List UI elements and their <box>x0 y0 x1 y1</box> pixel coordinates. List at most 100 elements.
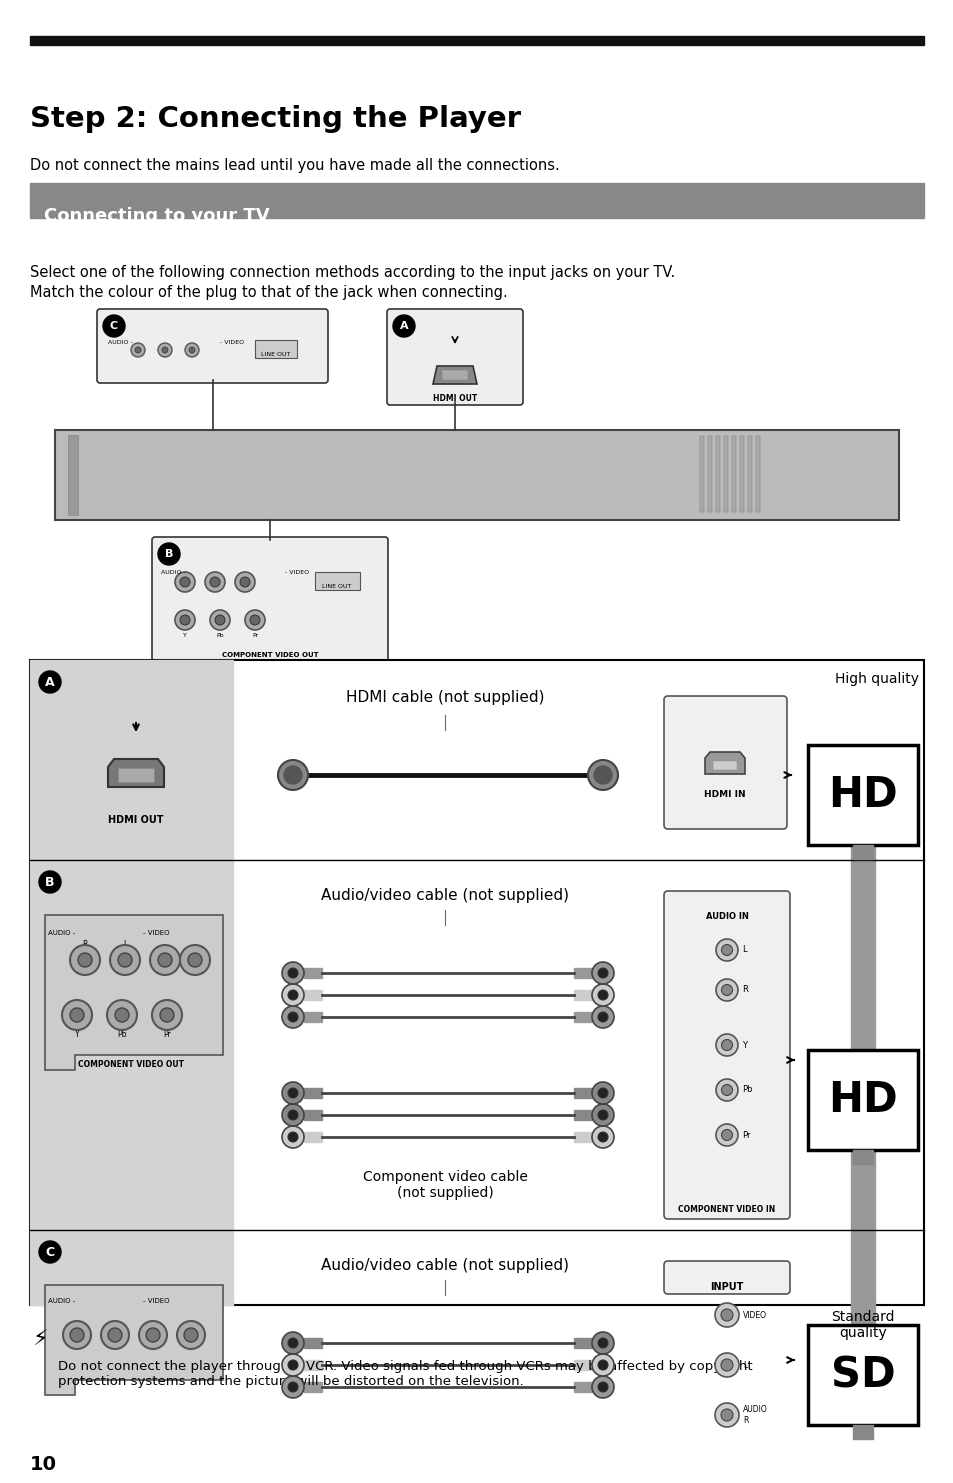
Text: - VIDEO: - VIDEO <box>143 1298 170 1304</box>
Circle shape <box>70 1008 84 1022</box>
Bar <box>807 744 917 845</box>
Circle shape <box>39 1241 61 1264</box>
Text: HDMI IN: HDMI IN <box>703 790 745 799</box>
Bar <box>304 1011 322 1022</box>
Circle shape <box>598 1360 607 1370</box>
Circle shape <box>720 1084 732 1096</box>
Circle shape <box>288 1382 297 1393</box>
Circle shape <box>720 945 732 955</box>
Circle shape <box>152 1000 182 1031</box>
Circle shape <box>39 871 61 893</box>
Circle shape <box>288 1132 297 1142</box>
FancyBboxPatch shape <box>152 537 388 661</box>
Text: Standard
quality: Standard quality <box>830 1309 894 1341</box>
Text: Audio/video cable (not supplied): Audio/video cable (not supplied) <box>320 888 568 903</box>
Bar <box>574 1089 592 1097</box>
Circle shape <box>720 1409 732 1421</box>
Bar <box>304 1382 322 1393</box>
FancyBboxPatch shape <box>97 308 328 383</box>
Circle shape <box>160 1008 173 1022</box>
Circle shape <box>598 1011 607 1022</box>
Circle shape <box>587 759 618 790</box>
Circle shape <box>720 985 732 995</box>
Text: R: R <box>82 940 88 949</box>
Text: R: R <box>741 986 747 995</box>
Bar <box>68 435 78 515</box>
Circle shape <box>598 991 607 1000</box>
Text: HDMI OUT: HDMI OUT <box>433 394 476 403</box>
Text: 10: 10 <box>30 1455 57 1474</box>
Text: Y: Y <box>741 1041 746 1050</box>
Bar <box>850 1149 874 1324</box>
Bar <box>574 1132 592 1142</box>
Circle shape <box>70 945 100 974</box>
Circle shape <box>592 962 614 985</box>
Bar <box>574 1109 592 1120</box>
Circle shape <box>158 343 172 357</box>
FancyBboxPatch shape <box>663 1261 789 1295</box>
Circle shape <box>131 343 145 357</box>
Circle shape <box>288 1011 297 1022</box>
Text: Pr: Pr <box>163 1031 171 1040</box>
Bar <box>304 1360 322 1370</box>
Circle shape <box>108 1327 122 1342</box>
Circle shape <box>234 572 254 592</box>
Text: Pr: Pr <box>741 1130 750 1139</box>
Circle shape <box>158 954 172 967</box>
Bar <box>574 1360 592 1370</box>
Bar <box>304 968 322 977</box>
Circle shape <box>139 1321 167 1350</box>
Bar <box>118 768 153 782</box>
Circle shape <box>714 1304 739 1327</box>
Circle shape <box>210 610 230 630</box>
Bar <box>254 340 296 357</box>
Circle shape <box>70 1327 84 1342</box>
Bar <box>700 436 703 512</box>
Text: SD: SD <box>830 1354 894 1396</box>
Bar <box>712 761 737 770</box>
Circle shape <box>393 314 415 337</box>
Circle shape <box>282 1126 304 1148</box>
Text: ⚡: ⚡ <box>32 1330 48 1350</box>
Bar <box>304 1109 322 1120</box>
Circle shape <box>288 1360 297 1370</box>
Text: Connecting to your TV: Connecting to your TV <box>44 208 270 225</box>
Text: Y: Y <box>74 1031 79 1040</box>
Text: High quality: High quality <box>834 672 918 687</box>
Circle shape <box>135 347 141 353</box>
Circle shape <box>714 1403 739 1427</box>
Bar <box>852 845 872 859</box>
Bar <box>574 968 592 977</box>
Circle shape <box>720 1130 732 1140</box>
Text: AUDIO -: AUDIO - <box>161 569 186 575</box>
Text: AUDIO -: AUDIO - <box>48 930 75 936</box>
Circle shape <box>282 1354 304 1376</box>
Circle shape <box>598 1132 607 1142</box>
Text: HDMI OUT: HDMI OUT <box>108 816 164 825</box>
Bar <box>441 369 468 380</box>
Circle shape <box>288 991 297 1000</box>
Text: Pb: Pb <box>117 1031 127 1040</box>
Polygon shape <box>704 752 744 774</box>
Circle shape <box>598 1382 607 1393</box>
Circle shape <box>62 1000 91 1031</box>
Circle shape <box>188 954 202 967</box>
Bar <box>304 991 322 1000</box>
Text: Match the colour of the plug to that of the jack when connecting.: Match the colour of the plug to that of … <box>30 285 507 300</box>
Bar <box>30 660 233 860</box>
Circle shape <box>245 610 265 630</box>
Circle shape <box>189 347 194 353</box>
Text: Select one of the following connection methods according to the input jacks on y: Select one of the following connection m… <box>30 265 675 280</box>
FancyBboxPatch shape <box>663 696 786 829</box>
Text: COMPONENT VIDEO OUT: COMPONENT VIDEO OUT <box>221 653 318 658</box>
Circle shape <box>282 1083 304 1103</box>
Circle shape <box>288 1338 297 1348</box>
Circle shape <box>592 1083 614 1103</box>
Circle shape <box>720 1040 732 1050</box>
Bar <box>850 845 874 1050</box>
Circle shape <box>592 1376 614 1398</box>
Circle shape <box>250 615 260 624</box>
Polygon shape <box>45 915 223 1071</box>
Bar <box>304 1132 322 1142</box>
Circle shape <box>284 767 302 785</box>
